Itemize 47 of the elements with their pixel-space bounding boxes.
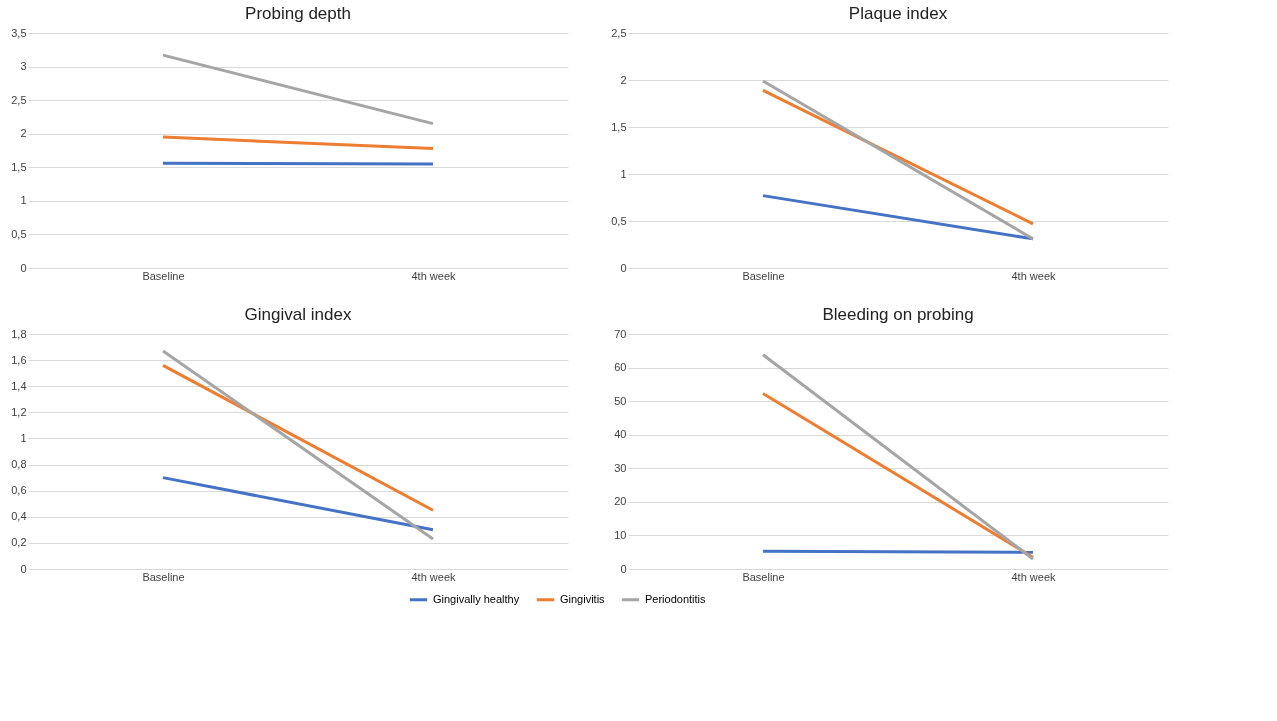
x-tick-label: Baseline (742, 570, 785, 583)
y-tick-label: 2 (620, 73, 627, 86)
y-tick-label: 60 (614, 361, 627, 374)
y-tick-label: 40 (614, 428, 627, 441)
chart-title: Bleeding on probing (822, 305, 974, 324)
y-tick-label: 3,5 (11, 26, 27, 39)
y-tick-label: 0,4 (11, 510, 27, 523)
y-tick-label: 1,6 (11, 353, 27, 366)
y-tick-label: 0,5 (11, 227, 27, 240)
y-tick-label: 0,8 (11, 458, 27, 471)
y-tick-label: 1 (620, 167, 627, 180)
y-tick-label: 30 (614, 461, 627, 474)
x-tick-label: 4th week (411, 570, 457, 583)
y-tick-label: 2,5 (611, 26, 627, 39)
x-tick-label: 4th week (411, 269, 457, 282)
y-tick-label: 70 (614, 327, 627, 340)
y-tick-label: 1,5 (611, 120, 627, 133)
x-tick-label: 4th week (1011, 570, 1057, 583)
chart-title: Plaque index (848, 4, 948, 23)
y-tick-label: 10 (614, 528, 627, 541)
x-tick-label: 4th week (1011, 269, 1057, 282)
chart-title: Gingival index (244, 305, 352, 324)
y-tick-label: 1 (20, 431, 27, 444)
chart-title: Probing depth (245, 4, 351, 23)
y-tick-label: 1,4 (11, 379, 27, 392)
legend-label: Periodontitis (645, 592, 707, 605)
y-tick-label: 3 (20, 60, 27, 73)
y-tick-label: 0,5 (611, 214, 627, 227)
y-tick-label: 20 (614, 495, 627, 508)
y-tick-label: 1,5 (11, 160, 27, 173)
legend-label: Gingivally healthy (433, 592, 520, 605)
x-tick-label: Baseline (142, 269, 185, 282)
y-tick-label: 0 (620, 562, 627, 575)
y-tick-label: 50 (614, 394, 627, 407)
y-tick-label: 2,5 (11, 93, 27, 106)
x-tick-label: Baseline (742, 269, 785, 282)
y-tick-label: 0,2 (11, 536, 27, 549)
y-tick-label: 0,6 (11, 484, 27, 497)
y-tick-label: 1 (20, 194, 27, 207)
y-tick-label: 1,8 (11, 327, 27, 340)
y-tick-label: 0 (620, 261, 627, 274)
y-tick-label: 1,2 (11, 405, 27, 418)
y-tick-label: 0 (20, 562, 27, 575)
y-tick-label: 0 (20, 261, 27, 274)
x-tick-label: Baseline (142, 570, 185, 583)
legend-label: Gingivitis (560, 592, 606, 605)
y-tick-label: 2 (20, 127, 27, 140)
